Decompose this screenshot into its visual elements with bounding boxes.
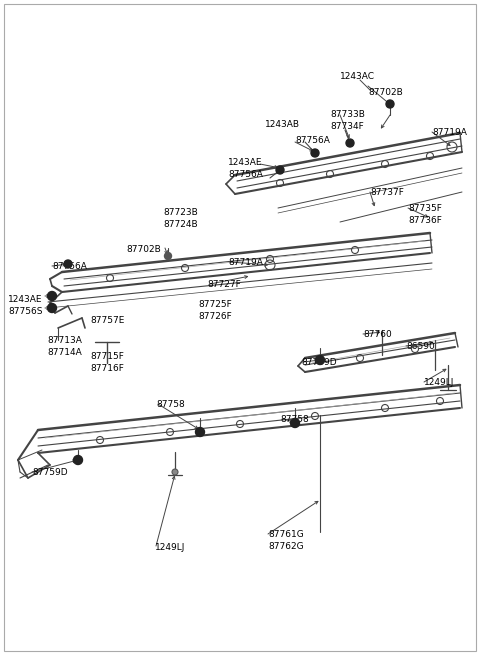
Text: 87736F: 87736F: [408, 216, 442, 225]
Text: 87758: 87758: [156, 400, 185, 409]
Text: 86590: 86590: [406, 342, 435, 351]
Circle shape: [172, 469, 178, 475]
Text: 1243AE: 1243AE: [8, 295, 43, 304]
Text: 1243AC: 1243AC: [340, 72, 375, 81]
Text: 87759D: 87759D: [32, 468, 68, 477]
Text: 87702B: 87702B: [126, 245, 161, 254]
Text: 87725F: 87725F: [198, 300, 232, 309]
Text: 87737F: 87737F: [370, 188, 404, 197]
Text: 87713A: 87713A: [47, 336, 82, 345]
Text: 87735F: 87735F: [408, 204, 442, 213]
Text: 87727F: 87727F: [207, 280, 241, 289]
Text: 87761G: 87761G: [268, 530, 304, 539]
Text: 87756A: 87756A: [52, 262, 87, 271]
Text: 87702B: 87702B: [368, 88, 403, 97]
Text: 87715F: 87715F: [90, 352, 124, 361]
Text: 87759D: 87759D: [301, 358, 336, 367]
Text: 87756S: 87756S: [8, 307, 43, 316]
Circle shape: [165, 252, 171, 259]
Text: 1249LJ: 1249LJ: [424, 378, 455, 387]
Text: 87756A: 87756A: [228, 170, 263, 179]
Circle shape: [386, 100, 394, 108]
Text: 1249LJ: 1249LJ: [155, 543, 185, 552]
Text: 87758: 87758: [280, 415, 309, 424]
Circle shape: [73, 455, 83, 464]
Circle shape: [276, 166, 284, 174]
Text: 1243AB: 1243AB: [265, 120, 300, 129]
Circle shape: [48, 291, 57, 301]
Circle shape: [48, 303, 57, 312]
Circle shape: [64, 260, 72, 268]
Text: 87714A: 87714A: [47, 348, 82, 357]
Circle shape: [346, 139, 354, 147]
Text: 87723B: 87723B: [163, 208, 198, 217]
Circle shape: [290, 419, 300, 428]
Text: 87756A: 87756A: [295, 136, 330, 145]
Text: 87726F: 87726F: [198, 312, 232, 321]
Text: 87734F: 87734F: [330, 122, 364, 131]
Text: 87762G: 87762G: [268, 542, 304, 551]
Text: 87757E: 87757E: [90, 316, 124, 325]
Text: 87716F: 87716F: [90, 364, 124, 373]
Text: 87719A: 87719A: [432, 128, 467, 137]
Circle shape: [315, 356, 324, 364]
Circle shape: [311, 149, 319, 157]
Text: 1243AE: 1243AE: [228, 158, 263, 167]
Text: 87760: 87760: [363, 330, 392, 339]
Text: 87733B: 87733B: [330, 110, 365, 119]
Circle shape: [195, 428, 204, 436]
Text: 87719A: 87719A: [228, 258, 263, 267]
Text: 87724B: 87724B: [163, 220, 198, 229]
